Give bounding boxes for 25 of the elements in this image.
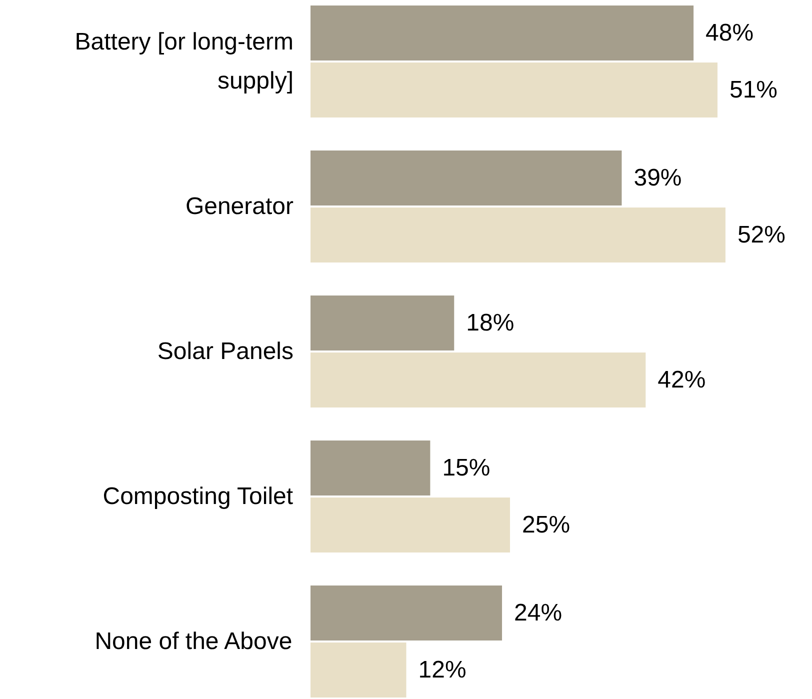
y-tick-label: Battery [or long-term supply] xyxy=(74,28,294,95)
bar xyxy=(310,208,726,262)
y-tick-label: Generator xyxy=(185,193,294,220)
data-label: 42% xyxy=(658,366,706,394)
data-label: 25% xyxy=(522,512,570,538)
data-label: 48% xyxy=(706,20,754,46)
data-label: 12% xyxy=(418,656,466,684)
data-label: 51% xyxy=(729,76,778,104)
bar xyxy=(310,498,510,552)
bar xyxy=(310,440,430,496)
bar xyxy=(310,642,406,698)
data-label: 52% xyxy=(737,222,786,248)
y-tick-label: Solar Panels xyxy=(157,338,294,365)
data-label: 18% xyxy=(466,310,514,336)
data-label: 39% xyxy=(634,164,682,192)
y-tick-label: Composting Toilet xyxy=(102,483,294,510)
bar xyxy=(310,352,646,408)
bar xyxy=(310,296,454,350)
data-label: 15% xyxy=(442,454,490,482)
data-label: 24% xyxy=(514,600,562,626)
y-tick-label: None of the Above xyxy=(94,628,292,655)
bar xyxy=(310,62,718,118)
bar xyxy=(310,150,622,206)
bar xyxy=(310,586,502,640)
bar xyxy=(310,6,694,60)
